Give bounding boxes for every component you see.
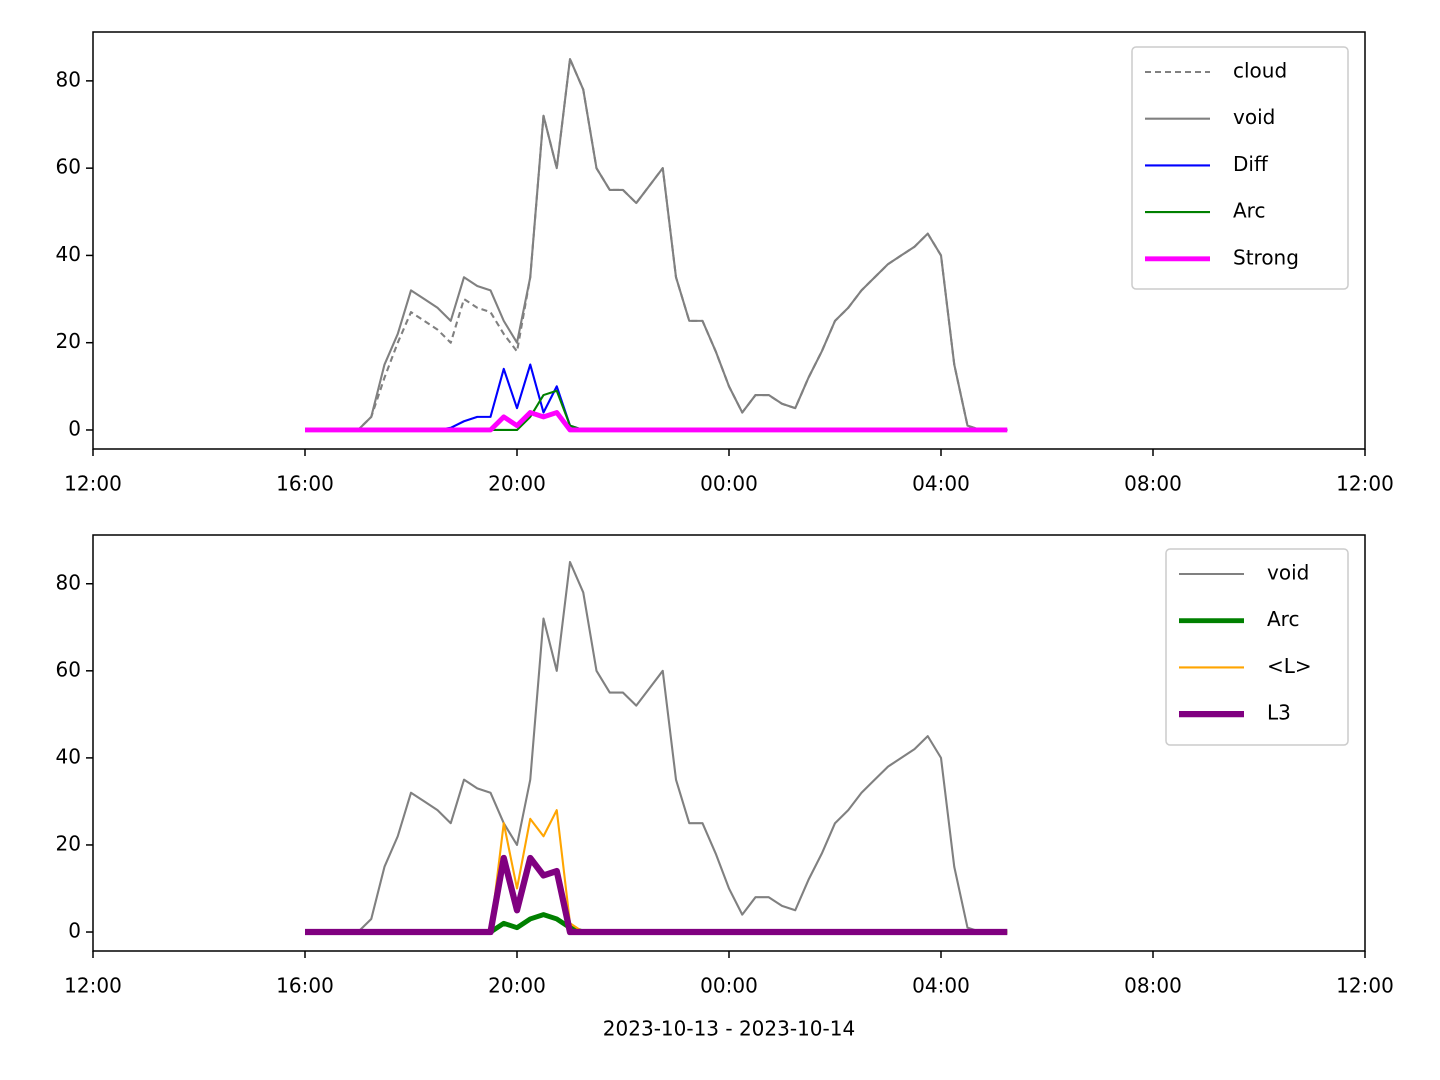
y-tick-label: 0 [68, 919, 81, 943]
series-line [305, 560, 1008, 934]
x-tick-label: 12:00 [1336, 472, 1394, 496]
x-tick-label: 16:00 [276, 974, 334, 998]
x-tick-label: 00:00 [700, 472, 758, 496]
y-tick-label: 60 [56, 155, 81, 179]
x-axis-label: 2023-10-13 - 2023-10-14 [603, 1017, 855, 1041]
x-tick-label: 08:00 [1124, 472, 1182, 496]
x-tick-label: 12:00 [64, 472, 122, 496]
series-line [305, 854, 1008, 936]
y-tick-label: 40 [56, 744, 81, 768]
x-tick-label: 12:00 [1336, 974, 1394, 998]
y-tick-label: 80 [56, 67, 81, 91]
x-tick-label: 04:00 [912, 472, 970, 496]
y-tick-label: 60 [56, 657, 81, 681]
legend-box [1131, 46, 1349, 290]
x-tick-label: 04:00 [912, 974, 970, 998]
legend-label: Diff [1233, 152, 1269, 176]
legend-label: L3 [1267, 701, 1291, 725]
legend-label: Arc [1233, 199, 1265, 223]
legend-label: cloud [1233, 59, 1287, 83]
x-tick-label: 20:00 [488, 472, 546, 496]
x-tick-label: 20:00 [488, 974, 546, 998]
axes-frame [92, 534, 1366, 952]
legend-label: void [1267, 561, 1309, 585]
x-tick-label: 08:00 [1124, 974, 1182, 998]
x-tick-label: 00:00 [700, 974, 758, 998]
y-tick-label: 80 [56, 570, 81, 594]
legend-label: <L> [1267, 654, 1312, 678]
series-line [305, 58, 1008, 432]
axes-frame [92, 31, 1366, 450]
x-tick-label: 12:00 [64, 974, 122, 998]
legend-label: Arc [1267, 607, 1299, 631]
y-tick-label: 20 [56, 831, 81, 855]
legend-box [1165, 548, 1349, 746]
x-tick-label: 16:00 [276, 472, 334, 496]
series-line [305, 410, 1008, 433]
legend-label: void [1233, 105, 1275, 129]
y-tick-label: 40 [56, 242, 81, 266]
y-tick-label: 20 [56, 329, 81, 353]
y-tick-label: 0 [68, 416, 81, 440]
legend-label: Strong [1233, 245, 1299, 269]
